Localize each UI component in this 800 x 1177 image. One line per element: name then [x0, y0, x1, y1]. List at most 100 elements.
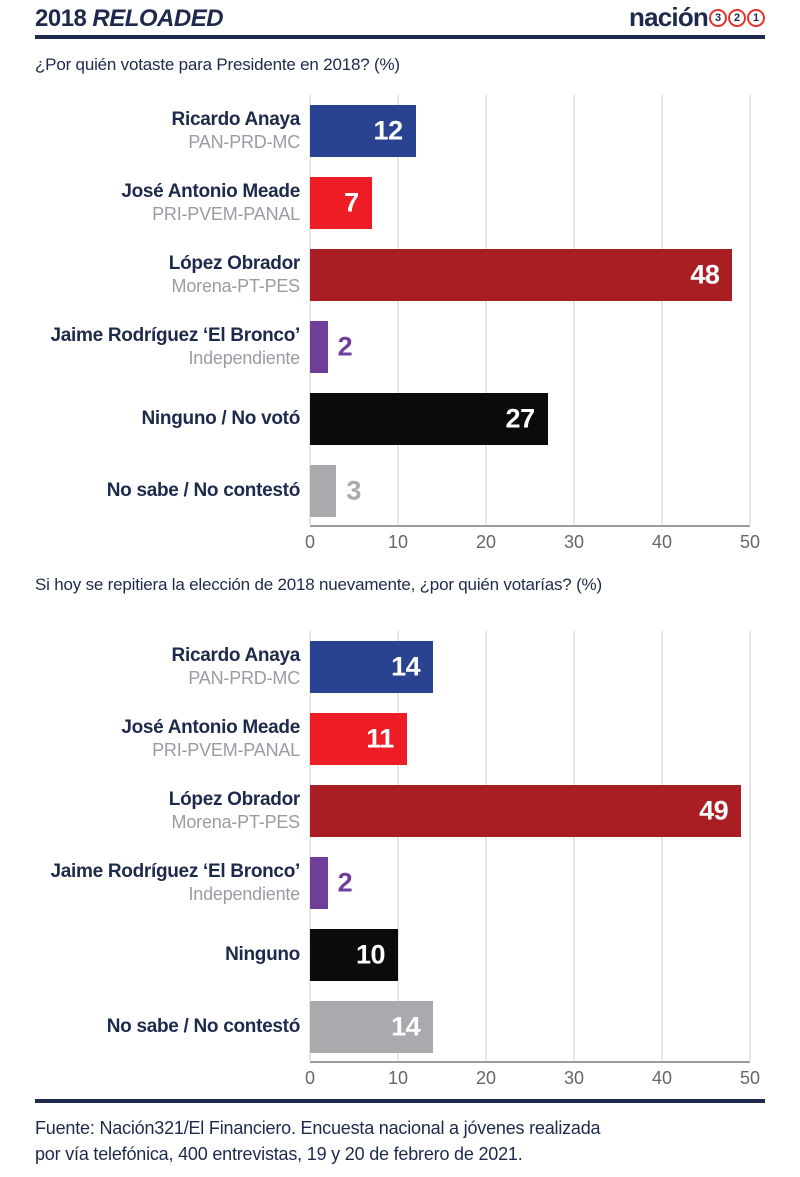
bar-row: Ricardo Anaya PAN-PRD-MC 12	[35, 105, 750, 157]
logo-digit-2-icon: 2	[728, 8, 746, 27]
gridline-10	[397, 95, 399, 525]
candidate-name: No sabe / No contestó	[106, 480, 301, 502]
bar: 14	[310, 1001, 434, 1053]
chart-1-gridlines	[309, 95, 751, 525]
bar-track: 7	[310, 177, 750, 229]
value-label: 14	[391, 651, 421, 682]
category-label: López Obrador Morena-PT-PES	[35, 785, 301, 837]
category-label: Ninguno	[35, 929, 300, 981]
category-label: Ninguno / No votó	[35, 393, 301, 445]
bar: 49	[310, 785, 742, 837]
bar: 2	[310, 857, 353, 909]
logo-digit-3-icon: 3	[709, 8, 727, 27]
bar-row: No sabe / No contestó 14	[35, 1001, 750, 1053]
category-label: No sabe / No contestó	[35, 1001, 301, 1053]
value-label: 11	[366, 723, 394, 754]
x-tick-50: 50	[739, 1068, 761, 1088]
brand-word: RELOADED	[92, 5, 224, 32]
bar-row: López Obrador Morena-PT-PES 48	[35, 249, 750, 301]
x-tick-20: 20	[475, 532, 497, 552]
candidate-name: Jaime Rodríguez ‘El Bronco’	[50, 325, 300, 347]
page-title: 2018 RELOADED	[35, 5, 224, 33]
category-label: José Antonio Meade PRI-PVEM-PANAL	[35, 177, 300, 229]
source-note: Fuente: Nación321/El Financiero. Encuest…	[0, 1103, 800, 1167]
bar-track: 2	[310, 321, 750, 373]
gridline-40	[661, 631, 663, 1061]
header: 2018 RELOADED nación 3 2 1	[0, 0, 800, 33]
value-label: 12	[373, 115, 404, 146]
logo-wordmark: nación	[629, 2, 709, 32]
bar: 7	[310, 177, 372, 229]
bar-track: 11	[310, 713, 750, 765]
bar-track: 3	[310, 465, 750, 517]
party-coalition: Morena-PT-PES	[171, 811, 301, 832]
value-label: 14	[391, 1011, 421, 1042]
bar-track: 49	[310, 785, 750, 837]
chart-2-x-axis: 0 10 20 30 40 50	[305, 1061, 760, 1091]
bar: 12	[310, 105, 416, 157]
candidate-name: Ninguno	[225, 944, 300, 966]
value-label: 2	[337, 867, 353, 898]
category-label: Jaime Rodríguez ‘El Bronco’ Independiente	[35, 321, 300, 373]
chart-2-rows: Ricardo Anaya PAN-PRD-MC 14 José Antonio Me…	[35, 641, 750, 1053]
gridline-20	[485, 631, 487, 1061]
value-label: 3	[346, 475, 361, 506]
category-label: José Antonio Meade PRI-PVEM-PANAL	[35, 713, 300, 765]
bar-track: 10	[310, 929, 750, 981]
category-label: Ricardo Anaya PAN-PRD-MC	[35, 641, 301, 693]
bar-track: 12	[310, 105, 750, 157]
value-label: 10	[355, 939, 386, 970]
candidate-name: José Antonio Meade	[121, 181, 300, 203]
bar: 3	[310, 465, 361, 517]
category-label: No sabe / No contestó	[35, 465, 301, 517]
candidate-name: Ricardo Anaya	[171, 109, 301, 131]
bar-track: 2	[310, 857, 750, 909]
party-coalition: PAN-PRD-MC	[188, 667, 300, 688]
x-tick-0: 0	[304, 532, 316, 552]
chart-2: Ricardo Anaya PAN-PRD-MC 14 José Antonio Me…	[35, 631, 760, 1091]
category-label: Jaime Rodríguez ‘El Bronco’ Independiente	[35, 857, 300, 909]
chart-1-x-axis: 0 10 20 30 40 50	[305, 525, 760, 555]
bar: 2	[310, 321, 353, 373]
bar-track: 14	[310, 641, 750, 693]
bar-row: Ricardo Anaya PAN-PRD-MC 14	[35, 641, 750, 693]
bar-row: Jaime Rodríguez ‘El Bronco’ Independiente…	[35, 321, 750, 373]
category-label: Ricardo Anaya PAN-PRD-MC	[35, 105, 301, 157]
gridline-0	[309, 631, 311, 1061]
bar-track: 14	[310, 1001, 750, 1053]
gridline-0	[309, 95, 311, 525]
party-coalition: Independiente	[188, 883, 300, 904]
candidate-name: Ninguno / No votó	[141, 408, 301, 430]
candidate-name: López Obrador	[168, 789, 301, 811]
bar-row: José Antonio Meade PRI-PVEM-PANAL 7	[35, 177, 750, 229]
logo-digit-1-icon: 1	[747, 8, 765, 27]
party-coalition: Morena-PT-PES	[171, 275, 301, 296]
x-tick-40: 40	[651, 532, 673, 552]
bar: 48	[310, 249, 733, 301]
candidate-name: No sabe / No contestó	[106, 1016, 301, 1038]
x-tick-20: 20	[475, 1068, 497, 1088]
bar-track: 48	[310, 249, 750, 301]
bar-row: Ninguno / No votó 27	[35, 393, 750, 445]
candidate-name: López Obrador	[168, 253, 301, 275]
bar: 27	[310, 393, 548, 445]
value-label: 2	[337, 331, 353, 362]
party-coalition: PRI-PVEM-PANAL	[152, 203, 300, 224]
chart-2-title: Si hoy se repitiera la elección de 2018 …	[35, 575, 602, 594]
gridline-20	[485, 95, 487, 525]
gridline-40	[661, 95, 663, 525]
value-label: 7	[344, 187, 359, 218]
bar-row: Jaime Rodríguez ‘El Bronco’ Independiente…	[35, 857, 750, 909]
gridline-30	[573, 631, 575, 1061]
nacion321-logo: nación 3 2 1	[629, 2, 765, 33]
party-coalition: Independiente	[188, 347, 300, 368]
x-tick-50: 50	[739, 532, 761, 552]
chart-2-gridlines	[309, 631, 751, 1061]
gridline-10	[397, 631, 399, 1061]
value-label: 27	[505, 403, 536, 434]
bar-row: López Obrador Morena-PT-PES 49	[35, 785, 750, 837]
x-tick-10: 10	[387, 1068, 409, 1088]
chart-1-title: ¿Por quién votaste para Presidente en 20…	[35, 55, 400, 74]
x-tick-30: 30	[563, 532, 585, 552]
category-label: López Obrador Morena-PT-PES	[35, 249, 301, 301]
